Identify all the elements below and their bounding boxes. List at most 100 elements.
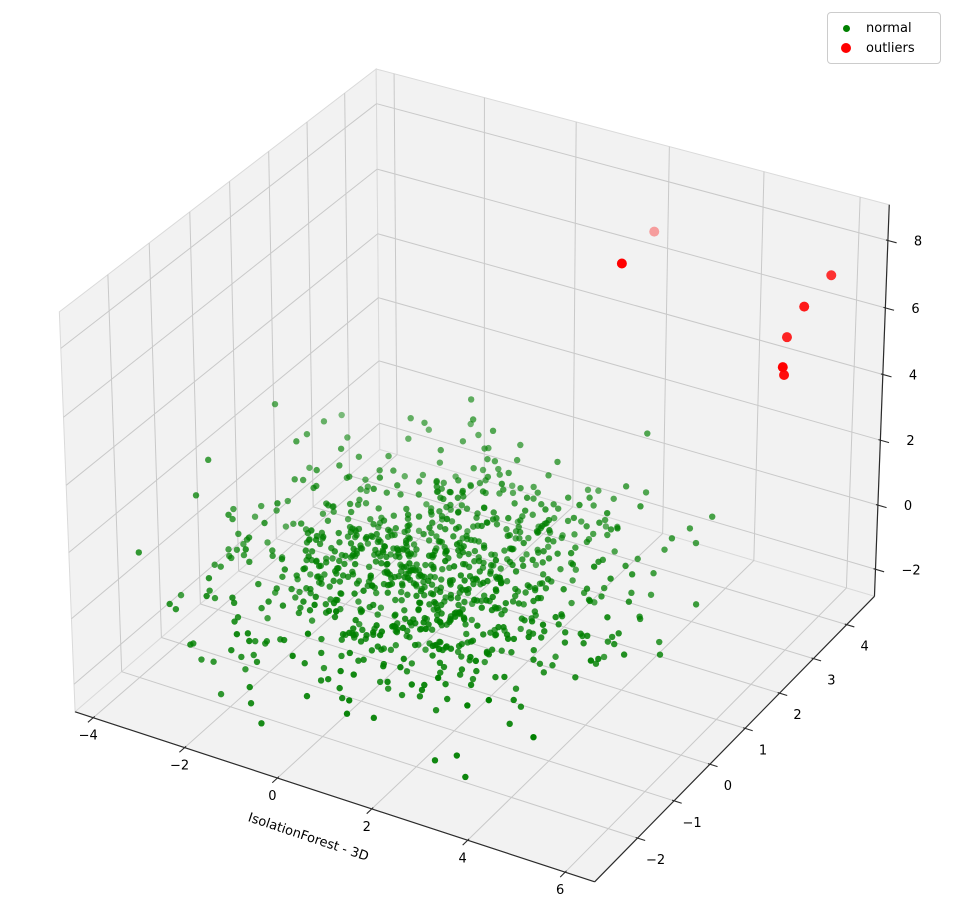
normal-point [560,586,567,593]
normal-point [407,414,414,422]
normal-point [636,615,644,623]
normal-point [394,482,401,489]
normal-point [434,488,441,495]
normal-point [187,641,194,648]
normal-point [487,629,494,636]
normal-point [234,614,242,621]
normal-point [383,568,391,575]
normal-point [344,573,352,581]
normal-point [233,630,241,638]
normal-point [427,508,435,515]
normal-point [347,528,355,536]
normal-point [356,496,363,504]
normal-point [462,621,469,628]
normal-point [406,560,413,567]
normal-point [634,555,641,563]
normal-point [454,509,462,516]
normal-point [405,435,412,442]
normal-point [349,571,357,578]
grid-line [377,233,883,375]
normal-point [346,697,353,704]
normal-point [211,561,218,568]
y-tick [707,763,718,768]
y-tick-label: 3 [827,674,835,689]
normal-point [303,539,311,546]
z-tick-label: 0 [904,499,912,514]
grid-line [376,103,889,241]
grid-line [276,538,780,694]
normal-point [326,583,333,590]
normal-point [447,595,455,602]
normal-point [586,494,593,501]
normal-point [457,584,464,591]
normal-point [342,552,349,559]
normal-point [337,445,345,452]
normal-point [399,582,406,589]
normal-point [515,523,522,531]
normal-point [368,582,376,589]
normal-point [468,616,476,624]
normal-point [308,527,315,534]
z-axis-line [873,204,890,597]
legend-item-outliers[interactable]: outliers [834,38,932,58]
normal-point [614,525,621,532]
normal-point [569,561,577,568]
normal-point [192,492,200,499]
normal-point [552,613,559,621]
z-tick-label: 4 [909,368,917,383]
normal-point [458,502,466,509]
normal-point [351,560,359,568]
normal-point [628,589,635,597]
normal-point [244,630,252,637]
normal-point [406,535,413,542]
normal-point [398,691,406,699]
normal-point [401,473,408,480]
normal-point [428,626,436,633]
normal-point [492,631,500,638]
grid-line [564,587,847,873]
normal-point [269,547,276,554]
normal-point [558,534,565,542]
normal-point [247,700,255,707]
normal-point [554,550,561,557]
normal-point [416,693,424,700]
normal-point [302,547,309,554]
normal-point [488,606,496,614]
normal-point [362,500,370,507]
outlier-point [781,332,792,343]
normal-point [576,501,583,509]
normal-point [353,531,360,539]
normal-point [325,502,332,509]
normal-point [580,640,587,647]
normal-point [321,571,328,578]
x-tick [271,776,280,784]
normal-point [425,552,433,559]
normal-point [487,568,494,575]
legend-item-normal[interactable]: normal [834,18,932,38]
normal-point [590,563,598,570]
normal-point [263,638,271,645]
normal-point [561,639,569,646]
normal-point [489,593,496,601]
normal-point [525,534,532,542]
normal-point [418,686,426,694]
normal-point [517,441,524,449]
normal-point [587,657,595,664]
normal-point [564,494,572,501]
normal-point [229,515,236,523]
normal-point [552,653,559,660]
normal-point [307,571,314,578]
normal-point [392,642,400,649]
grid-line [378,297,881,441]
normal-point [311,601,318,609]
normal-point [284,497,291,505]
y-axis-line [594,595,875,883]
grid-line [148,242,162,638]
normal-point [500,624,507,631]
y-tick [811,657,822,662]
normal-point [447,617,454,624]
normal-point [692,601,700,608]
normal-point [488,551,495,558]
normal-point [433,533,440,540]
outliers-marker-swatch [834,43,858,53]
